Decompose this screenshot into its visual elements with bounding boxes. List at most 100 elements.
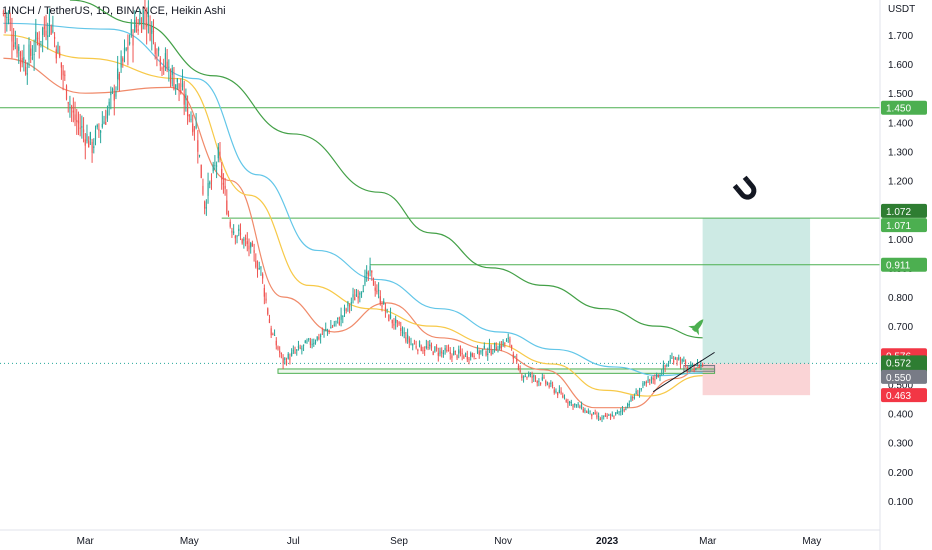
horizontal-levels: [0, 107, 880, 374]
candle-down: [393, 323, 395, 326]
candle-down: [582, 408, 584, 413]
candle-down: [495, 347, 497, 351]
candle-up: [236, 235, 238, 238]
rocket-icon: [692, 319, 704, 333]
candle-up: [205, 207, 207, 209]
candle-up: [340, 314, 342, 320]
y-tick-label: 0.500: [888, 380, 913, 391]
candle-up: [644, 382, 646, 384]
candle-down: [152, 31, 155, 33]
candle-up: [94, 130, 97, 140]
candle-down: [543, 377, 545, 379]
candle-up: [480, 350, 482, 353]
candle-up: [635, 391, 637, 395]
candle-down: [248, 245, 250, 250]
candle-up: [389, 314, 392, 319]
candle-down: [277, 346, 279, 350]
candle-up: [306, 341, 308, 343]
candle-up: [209, 182, 211, 185]
candle-down: [321, 333, 323, 335]
candle-down: [446, 349, 448, 351]
candle-up: [538, 381, 540, 383]
candle-up: [620, 411, 622, 413]
candle-up: [366, 271, 368, 274]
candle-up: [355, 294, 358, 297]
y-tick-label: 0.200: [888, 468, 913, 479]
candle-down: [98, 128, 100, 131]
candle-down: [565, 400, 567, 402]
candle-down: [122, 58, 124, 62]
x-tick-label: Sep: [390, 536, 408, 547]
candle-up: [690, 364, 692, 367]
candle-up: [316, 336, 318, 340]
candle-up: [308, 338, 310, 340]
candle-up: [499, 344, 501, 349]
rocket-icon: [688, 319, 704, 336]
x-tick-label: Mar: [699, 536, 717, 547]
candle-down: [475, 358, 477, 360]
candle-down: [594, 412, 596, 414]
candle-down: [193, 129, 196, 131]
candle-up: [151, 26, 153, 34]
candle-down: [463, 356, 465, 359]
candle-up: [453, 351, 455, 356]
candle-down: [72, 110, 74, 113]
candle-down: [263, 288, 265, 297]
position-zones: [702, 218, 811, 396]
candle-up: [650, 376, 653, 380]
candle-down: [451, 355, 453, 359]
candle-up: [625, 409, 627, 411]
candle-up: [164, 53, 167, 59]
candle-down: [166, 61, 168, 68]
y-tick-label: 1.500: [888, 89, 913, 100]
candle-up: [139, 17, 141, 24]
stop-zone: [702, 363, 811, 396]
candle-down: [424, 350, 426, 352]
candle-down: [485, 351, 487, 356]
candle-up: [640, 388, 642, 390]
candle-up: [678, 357, 680, 360]
candle-down: [328, 330, 330, 332]
candle-down: [202, 185, 204, 195]
candle-up: [601, 417, 603, 419]
y-tick-label: 1.200: [888, 177, 913, 188]
candle-down: [71, 106, 73, 109]
candle-up: [323, 329, 325, 332]
price-unit: USDT: [888, 4, 916, 15]
candle-up: [335, 321, 337, 323]
price-badge: [881, 203, 927, 218]
candle-down: [161, 68, 163, 70]
candle-up: [615, 412, 617, 415]
candle-down: [21, 58, 23, 64]
candle-up: [311, 343, 313, 346]
candle-up: [464, 353, 467, 356]
candle-down: [381, 305, 383, 308]
candle-down: [50, 25, 52, 35]
candle-down: [553, 389, 555, 393]
candle-down: [379, 296, 381, 304]
x-tick-label: Mar: [77, 536, 95, 547]
candle-down: [686, 367, 688, 372]
candle-down: [613, 415, 615, 418]
candle-up: [589, 410, 591, 412]
candle-up: [48, 12, 51, 23]
x-tick-label: May: [802, 536, 821, 547]
candle-up: [101, 123, 103, 128]
price-badges: 1.4501.0721.0710.9110.5760.57207:04:060.…: [881, 100, 927, 403]
candle-down: [509, 339, 511, 343]
candle-up: [528, 374, 530, 376]
candle-down: [159, 58, 161, 66]
candle-down: [169, 75, 172, 84]
candle-up: [292, 350, 294, 352]
candle-up: [671, 357, 673, 359]
x-tick-label: May: [180, 536, 199, 547]
candle-down: [652, 377, 654, 380]
candle-down: [560, 391, 562, 394]
candle-down: [91, 141, 93, 153]
x-tick-label: Nov: [494, 536, 512, 547]
candle-up: [302, 344, 305, 346]
candle-down: [197, 140, 199, 152]
candle-down: [149, 26, 151, 41]
candle-down: [408, 338, 410, 343]
